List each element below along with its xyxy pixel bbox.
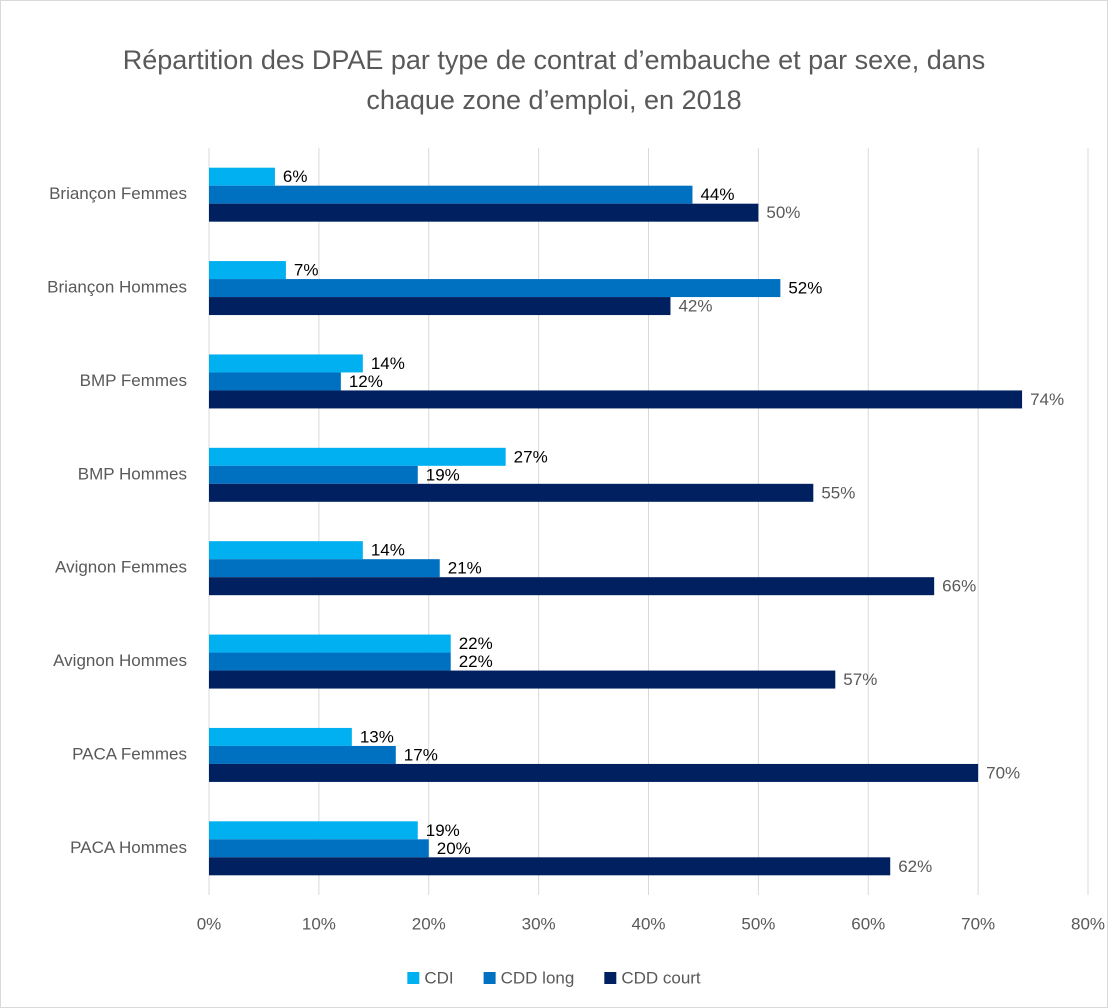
bar (209, 745, 396, 764)
data-label: 13% (360, 727, 394, 746)
data-label: 12% (349, 372, 383, 391)
bar (209, 390, 1023, 409)
bar (209, 185, 693, 204)
bar (209, 652, 451, 671)
bar (209, 727, 352, 746)
x-tick-label: 40% (631, 914, 665, 933)
x-tick-label: 10% (302, 914, 336, 933)
data-label: 19% (426, 465, 460, 484)
y-tick-label: PACA Femmes (72, 744, 187, 763)
bar (209, 354, 363, 373)
legend-swatch (604, 972, 617, 984)
bar (209, 465, 418, 484)
y-tick-label: Avignon Femmes (55, 558, 187, 577)
data-label: 44% (700, 185, 734, 204)
bar (209, 857, 891, 876)
bar (209, 447, 506, 466)
data-label: 74% (1030, 390, 1064, 409)
bar (209, 634, 451, 653)
bar (209, 541, 363, 560)
data-label: 6% (283, 167, 308, 186)
data-label: 70% (986, 763, 1020, 782)
bar (209, 203, 759, 222)
data-label: 21% (448, 559, 482, 578)
legend-label: CDD court (621, 968, 701, 987)
data-label: 22% (459, 652, 493, 671)
x-tick-label: 70% (961, 914, 995, 933)
x-tick-label: 0% (197, 914, 222, 933)
bar (209, 763, 979, 782)
y-tick-label: Briançon Hommes (47, 278, 187, 297)
bar (209, 261, 286, 280)
data-label: 66% (942, 577, 976, 596)
data-label: 42% (678, 297, 712, 316)
data-label: 22% (459, 634, 493, 653)
legend-label: CDD long (501, 968, 575, 987)
data-label: 17% (404, 745, 438, 764)
data-label: 50% (766, 203, 800, 222)
data-label: 7% (294, 261, 319, 280)
bar (209, 372, 341, 391)
bar (209, 839, 429, 858)
data-label: 19% (426, 821, 460, 840)
data-label: 14% (371, 354, 405, 373)
y-tick-label: Avignon Hommes (53, 651, 187, 670)
legend-label: CDI (424, 968, 453, 987)
bar (209, 577, 935, 596)
legend-swatch (483, 972, 496, 984)
data-label: 27% (514, 447, 548, 466)
y-tick-label: BMP Hommes (78, 464, 187, 483)
bar (209, 821, 418, 840)
bar (209, 559, 440, 578)
chart-title: Répartition des DPAE par type de contrat… (122, 45, 986, 115)
bar (209, 297, 671, 316)
data-label: 55% (821, 483, 855, 502)
x-tick-label: 60% (851, 914, 885, 933)
data-label: 14% (371, 541, 405, 560)
bar (209, 670, 836, 689)
bar (209, 279, 781, 298)
bar (209, 167, 275, 186)
y-tick-label: Briançon Femmes (49, 184, 187, 203)
data-label: 62% (898, 857, 932, 876)
data-label: 20% (437, 839, 471, 858)
legend-swatch (407, 972, 420, 984)
x-tick-label: 30% (522, 914, 556, 933)
x-tick-label: 80% (1071, 914, 1105, 933)
x-tick-label: 50% (741, 914, 775, 933)
x-tick-label: 20% (412, 914, 446, 933)
data-label: 57% (843, 670, 877, 689)
bar (209, 483, 814, 502)
y-tick-label: PACA Hommes (70, 838, 187, 857)
y-tick-label: BMP Femmes (80, 371, 187, 390)
data-label: 52% (788, 279, 822, 298)
